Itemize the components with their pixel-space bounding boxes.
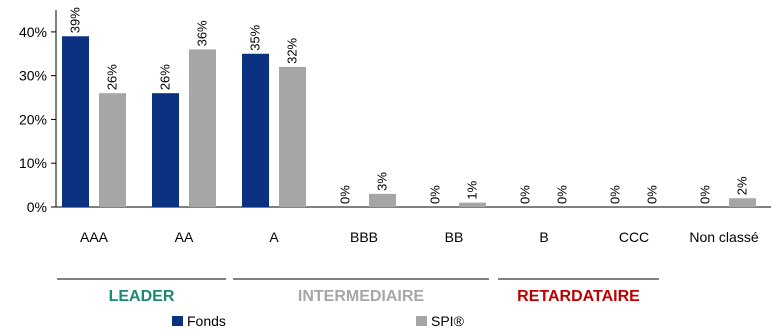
bar-spi <box>369 193 396 207</box>
bar-spi <box>279 66 306 208</box>
data-label: 32% <box>285 37 300 63</box>
legend-label: SPI® <box>431 313 465 329</box>
y-tick-label: 0% <box>27 199 47 215</box>
group-label: LEADER <box>109 288 175 305</box>
x-tick-label: A <box>269 229 279 245</box>
data-label: 0% <box>428 185 443 204</box>
data-label: 0% <box>645 185 660 204</box>
x-tick-label: CCC <box>619 229 649 245</box>
x-tick-label: B <box>539 229 548 245</box>
y-tick-label: 10% <box>19 155 47 171</box>
data-label: 1% <box>465 180 480 199</box>
axes: 0%10%20%30%40%AAA AA A BBB BB B CCC Non classé <box>19 10 771 245</box>
bar-spi <box>459 202 486 207</box>
x-tick-label: AAA <box>80 229 109 245</box>
data-label: 0% <box>608 185 623 204</box>
bar-spi <box>99 93 126 207</box>
bars <box>62 36 756 208</box>
data-label: 26% <box>105 64 120 90</box>
y-tick-label: 30% <box>19 68 47 84</box>
group-label: INTERMEDIAIRE <box>298 288 425 305</box>
y-tick-label: 40% <box>19 24 47 40</box>
bar-fonds <box>242 53 269 208</box>
legend-swatch <box>416 316 427 326</box>
data-label: 0% <box>698 185 713 204</box>
data-label: 0% <box>518 185 533 204</box>
legend-swatch <box>172 316 183 326</box>
data-label: 3% <box>375 172 390 191</box>
x-tick-label: BBB <box>350 229 378 245</box>
x-tick-label: BB <box>445 229 464 245</box>
bar-fonds <box>62 36 89 208</box>
data-label: 36% <box>195 20 210 46</box>
bar-spi <box>189 49 216 208</box>
data-label: 0% <box>338 185 353 204</box>
group-label: RETARDATAIRE <box>517 288 640 305</box>
y-tick-label: 20% <box>19 111 47 127</box>
data-label: 2% <box>735 176 750 195</box>
legend: Fonds SPI® <box>172 313 465 329</box>
data-label: 39% <box>68 7 83 33</box>
x-tick-label: Non classé <box>689 229 758 245</box>
bar-fonds <box>152 93 179 207</box>
data-label: 0% <box>555 185 570 204</box>
bar-spi <box>729 198 756 207</box>
legend-label: Fonds <box>187 313 226 329</box>
x-tick-label: AA <box>175 229 194 245</box>
data-label: 35% <box>248 24 263 50</box>
data-label: 26% <box>158 64 173 90</box>
data-labels: 39% 26% 26% 36% 35% 32% 0% 3% 0% 1% 0% 0% 0% 0% 0% 2% <box>68 7 750 204</box>
rating-groups: LEADER INTERMEDIAIRE RETARDATAIRE <box>57 278 659 305</box>
